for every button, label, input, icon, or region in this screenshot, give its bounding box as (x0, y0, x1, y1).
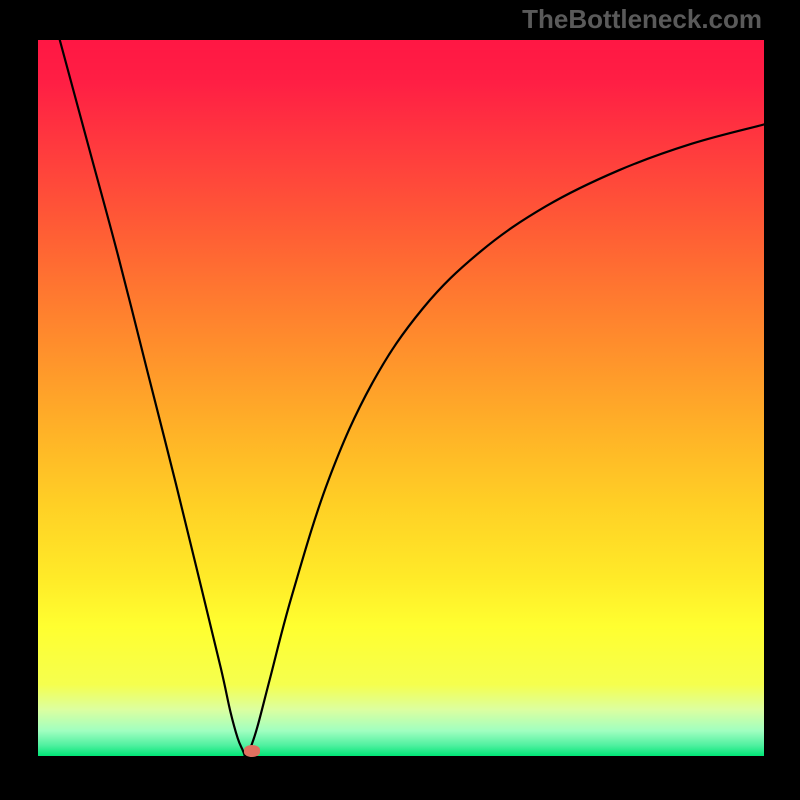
bottleneck-curve (0, 0, 800, 800)
chart-container: TheBottleneck.com (0, 0, 800, 800)
minimum-marker (244, 745, 260, 757)
curve-right-branch (245, 124, 764, 756)
curve-left-branch (60, 40, 245, 756)
